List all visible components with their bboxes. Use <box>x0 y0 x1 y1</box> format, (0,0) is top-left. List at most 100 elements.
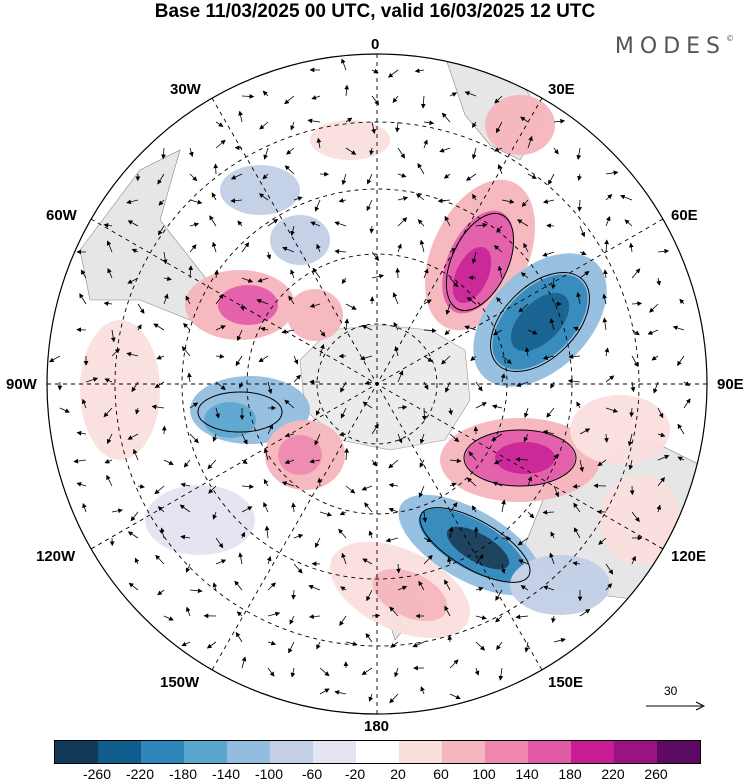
wind-arrow <box>420 95 426 109</box>
wind-arrow <box>475 615 487 620</box>
wind-arrow <box>449 458 462 464</box>
wind-arrow <box>550 277 556 290</box>
wind-arrow <box>338 198 347 203</box>
wind-arrow <box>422 407 427 421</box>
wind-arrow <box>371 95 380 106</box>
colorbar-swatch <box>227 741 270 763</box>
wind-arrow <box>527 329 538 335</box>
colorbar-tick-label: 100 <box>472 766 496 782</box>
wind-arrow <box>257 277 269 283</box>
wind-arrow <box>546 407 555 418</box>
wind-arrow <box>475 586 484 592</box>
wind-arrow <box>577 199 583 212</box>
wind-arrow <box>491 433 503 441</box>
colorbar-swatch <box>571 741 614 763</box>
wind-arrow <box>444 579 451 591</box>
wind-arrow <box>683 398 691 409</box>
wind-arrow <box>418 485 425 498</box>
wind-arrow <box>76 482 87 487</box>
wind-arrow <box>263 478 269 487</box>
wind-arrow <box>500 373 506 383</box>
wind-arrow <box>241 93 255 99</box>
wind-arrow <box>500 563 506 574</box>
wind-arrow <box>423 554 433 565</box>
map-boundary <box>46 53 708 715</box>
wind-arrow <box>316 243 321 253</box>
wind-arrow <box>602 293 607 305</box>
wind-arrow <box>468 275 477 281</box>
wind-arrow <box>470 355 477 362</box>
wind-arrow <box>180 534 191 540</box>
colorbar-swatch <box>614 741 657 763</box>
wind-arrow <box>521 199 529 207</box>
wind-arrow <box>397 196 409 201</box>
wind-arrow <box>550 531 555 539</box>
wind-arrow <box>344 447 349 461</box>
wind-arrow <box>79 293 87 305</box>
wind-arrow <box>395 267 401 279</box>
wind-arrow <box>341 277 347 285</box>
wind-arrow <box>523 242 529 253</box>
wind-arrow <box>266 251 272 260</box>
wind-arrow <box>290 225 295 236</box>
wind-arrow <box>368 693 374 702</box>
colorbar-tick-label: -180 <box>168 766 198 782</box>
wind-arrow <box>154 381 165 389</box>
wind-arrow <box>657 432 666 438</box>
wind-arrow <box>651 355 659 361</box>
wind-arrow <box>189 402 199 409</box>
wind-arrow <box>267 218 279 227</box>
wind-arrow <box>605 215 611 227</box>
wind-arrow <box>110 329 116 343</box>
wind-arrow <box>111 508 123 514</box>
wind-arrow <box>496 121 503 134</box>
wind-arrow <box>240 531 246 539</box>
wind-arrow <box>520 585 529 591</box>
wind-arrow <box>185 563 191 573</box>
colorbar-labels: -260 -220 -180 -140 -100 -60 -20 20 60 100 140 180 2… <box>54 766 702 783</box>
wind-arrow <box>553 453 559 461</box>
wind-arrow <box>605 375 615 383</box>
wind-arrow <box>494 95 503 104</box>
wind-arrow <box>598 537 607 545</box>
wind-arrow <box>576 292 581 305</box>
wind-arrow <box>314 433 321 446</box>
wind-arrow <box>549 552 555 565</box>
colorbar-swatch <box>55 741 98 763</box>
wind-arrow <box>471 505 477 513</box>
wind-arrow <box>212 433 218 442</box>
wind-arrow <box>628 242 634 253</box>
wind-arrow <box>542 355 555 360</box>
wind-arrow <box>394 667 399 678</box>
wind-arrow <box>81 398 87 409</box>
wind-arrow <box>371 459 377 467</box>
wind-arrow <box>656 504 662 513</box>
wind-arrow <box>240 303 245 311</box>
wind-arrow <box>334 221 347 227</box>
wind-arrow <box>631 355 639 368</box>
wind-arrow <box>449 482 457 488</box>
wind-arrow <box>180 482 191 488</box>
wind-arrow <box>80 269 87 279</box>
wind-arrow <box>605 563 614 575</box>
wind-arrow <box>597 459 607 467</box>
wind-arrow <box>289 615 295 625</box>
wind-arrow <box>412 641 425 648</box>
wind-arrow <box>553 147 559 155</box>
wind-arrow <box>683 381 691 386</box>
wind-arrow <box>314 199 321 212</box>
wind-arrow <box>185 606 191 617</box>
colorbar-swatch <box>657 741 700 763</box>
wind-arrow <box>258 355 269 363</box>
wind-arrow <box>602 317 608 331</box>
wind-arrow <box>293 374 301 383</box>
wind-arrow <box>576 401 581 409</box>
colorbar-tick-label: -100 <box>254 766 284 782</box>
wind-arrow <box>466 477 477 487</box>
wind-arrow <box>468 451 477 461</box>
wind-arrow <box>579 428 591 435</box>
colorbar-tick-label: 20 <box>390 766 406 782</box>
wind-arrow <box>126 351 139 357</box>
wind-arrow <box>183 459 191 468</box>
